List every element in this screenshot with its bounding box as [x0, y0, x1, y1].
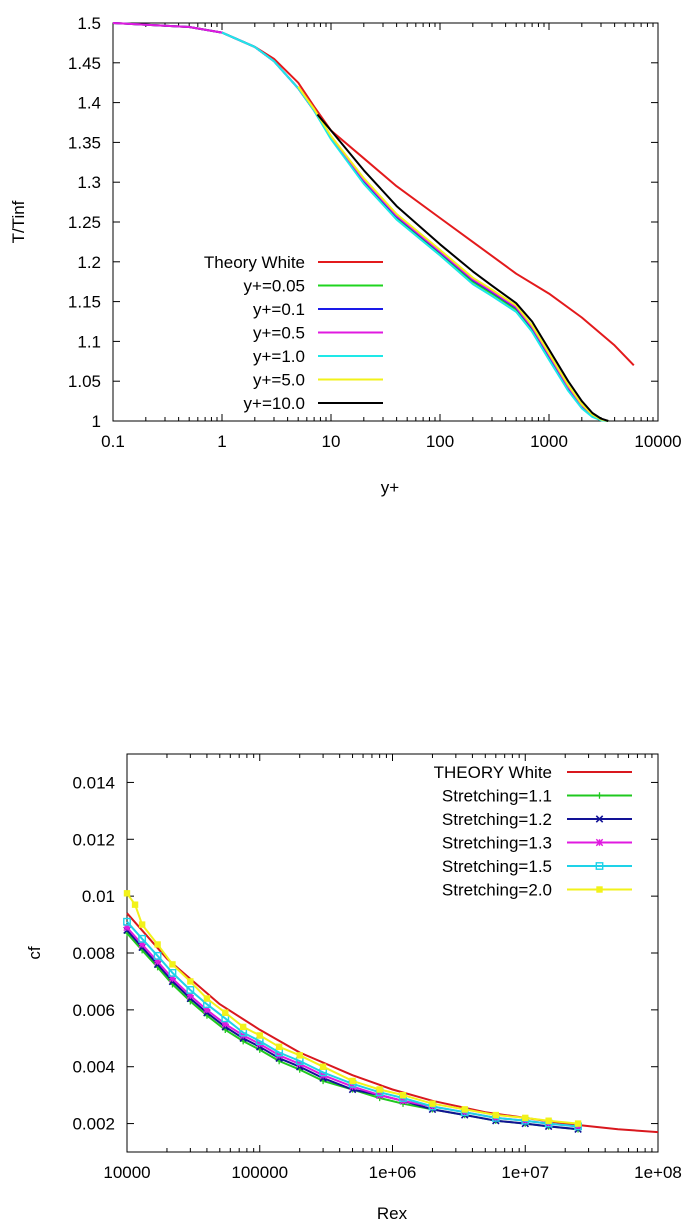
legend-label-1: y+=0.05 — [244, 277, 305, 296]
series-5-point — [522, 1114, 529, 1122]
y-tick-label: 0.008 — [72, 944, 115, 963]
legend-marker-5 — [596, 886, 603, 893]
series-5-point — [545, 1117, 552, 1124]
x-tick-label: 1e+08 — [634, 1163, 682, 1182]
legend-marker-1 — [596, 792, 603, 799]
legend-label-2: y+=0.1 — [253, 300, 305, 319]
y-tick-label: 0.004 — [72, 1058, 115, 1077]
skin-friction-chart: 10000 100000 1e+06 1e+07 1e+08 0.002 0.004 0.00… — [25, 753, 682, 1223]
legend-marker-4 — [595, 862, 604, 870]
y-tick-label: 1.15 — [68, 293, 101, 312]
series-5-point — [239, 1023, 247, 1031]
series-3-point — [153, 957, 162, 966]
y-tick-label: 0.002 — [72, 1115, 115, 1134]
legend-label-6: y+=10.0 — [244, 394, 305, 413]
series-line-5 — [297, 86, 609, 422]
series-3-point — [186, 991, 195, 1000]
y-tick-label: 1.05 — [68, 372, 101, 391]
y-axis-label: cf — [25, 946, 44, 960]
x-tick-label: 100000 — [231, 1163, 288, 1182]
legend-marker-3 — [595, 838, 604, 847]
legend-label-4: y+=1.0 — [253, 347, 305, 366]
series-line-0 — [126, 912, 659, 1134]
x-tick-label: 1e+06 — [369, 1163, 417, 1182]
series-3-point — [168, 974, 177, 983]
y-tick-label: 0.012 — [72, 830, 115, 849]
legend-marker-2 — [595, 815, 604, 823]
series-5-point — [296, 1052, 303, 1059]
plot-frame — [112, 22, 659, 422]
series-3-point — [123, 923, 131, 932]
x-axis-label: Rex — [377, 1204, 408, 1223]
series-4-point — [123, 917, 131, 926]
legend-label-0: Theory White — [204, 253, 305, 272]
legend-label-5: Stretching=2.0 — [442, 881, 552, 900]
series-5-point — [461, 1106, 468, 1113]
temperature-profile-chart: 0.1 1 10 100 1000 1000011.051.11.151.21.251.3… — [9, 14, 682, 497]
series-5-point — [376, 1086, 383, 1093]
series-5-point — [187, 978, 194, 985]
series-3-point — [221, 1020, 229, 1028]
legend-label-0: THEORY White — [434, 763, 552, 782]
y-tick-label: 1.35 — [68, 133, 101, 152]
y-tick-label: 1.45 — [68, 54, 101, 73]
series-line-3 — [126, 926, 579, 1128]
y-tick-label: 1.2 — [77, 253, 101, 272]
x-tick-label: 1 — [217, 432, 226, 451]
series-line-1 — [126, 932, 579, 1131]
series-5-point — [399, 1091, 407, 1099]
series-5-point — [256, 1032, 263, 1039]
series-line-3 — [112, 22, 609, 422]
series-line-2 — [112, 22, 609, 422]
series-5-point — [574, 1120, 582, 1127]
legend-label-3: y+=0.5 — [253, 324, 305, 343]
series-5-point — [123, 890, 131, 897]
legend-label-1: Stretching=1.1 — [442, 787, 552, 806]
y-tick-label: 1.1 — [77, 332, 101, 351]
series-5-point — [138, 921, 146, 928]
y-tick-label: 0.006 — [72, 1001, 115, 1020]
y-tick-label: 1.4 — [77, 94, 101, 113]
series-line-5 — [126, 892, 579, 1125]
series-5-point — [222, 1009, 229, 1016]
x-tick-label: 10000 — [103, 1163, 150, 1182]
x-tick-label: 10 — [322, 432, 341, 451]
series-4-point — [153, 951, 162, 960]
legend-label-4: Stretching=1.5 — [442, 857, 552, 876]
y-tick-label: 0.014 — [72, 773, 115, 792]
series-line-1 — [112, 22, 609, 422]
series-4-point — [168, 968, 177, 977]
series-3-point — [138, 940, 146, 949]
legend-label-3: Stretching=1.3 — [442, 834, 552, 853]
x-tick-label: 0.1 — [101, 432, 125, 451]
series-5-point — [349, 1077, 356, 1085]
series-5-point — [319, 1063, 327, 1070]
series-5-point — [275, 1043, 283, 1051]
y-tick-label: 1.5 — [77, 14, 101, 33]
series-line-6 — [316, 113, 609, 422]
series-line-4 — [126, 921, 579, 1128]
series-5-point — [154, 941, 161, 948]
series-4-point — [186, 986, 195, 994]
x-tick-label: 1000 — [530, 432, 568, 451]
series-4-point — [138, 934, 147, 943]
legend-label-5: y+=5.0 — [253, 371, 305, 390]
y-tick-label: 1.25 — [68, 213, 101, 232]
x-tick-label: 10000 — [634, 432, 681, 451]
series-3-point — [203, 1006, 211, 1014]
x-tick-label: 100 — [426, 432, 454, 451]
y-tick-label: 1.3 — [77, 173, 101, 192]
x-tick-label: 1e+07 — [501, 1163, 549, 1182]
legend-label-2: Stretching=1.2 — [442, 810, 552, 829]
x-axis-label: y+ — [381, 478, 400, 497]
series-5-point — [203, 995, 211, 1002]
y-tick-label: 0.01 — [82, 887, 115, 906]
y-axis-label: T/Tinf — [9, 200, 28, 243]
y-tick-label: 1 — [92, 412, 101, 431]
series-5-point — [169, 961, 176, 968]
series-5-point — [429, 1100, 436, 1107]
series-5-point — [492, 1111, 499, 1119]
series-line-2 — [126, 929, 579, 1131]
series-5-point — [131, 901, 139, 908]
